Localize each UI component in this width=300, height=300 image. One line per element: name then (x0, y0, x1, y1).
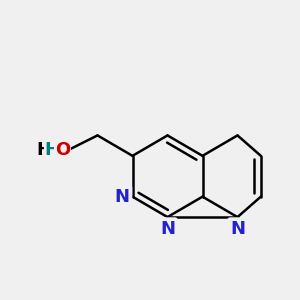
Text: H: H (45, 141, 60, 159)
Text: O: O (55, 141, 70, 159)
Text: O: O (52, 141, 67, 159)
Text: HO: HO (37, 141, 67, 159)
Text: N: N (160, 220, 175, 238)
Text: N: N (230, 220, 245, 238)
Text: N: N (115, 188, 130, 206)
